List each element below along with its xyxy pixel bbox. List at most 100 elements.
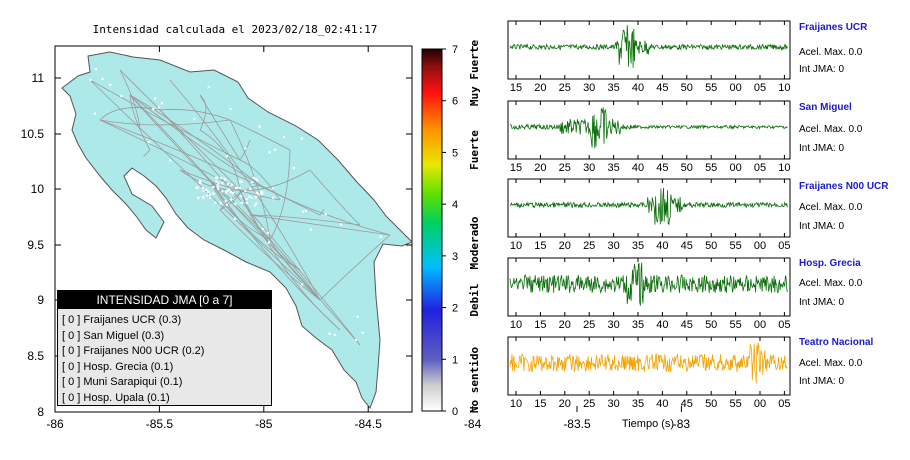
legend-item: [ 0 ] San Miguel (0.3)	[62, 329, 165, 342]
legend-item: [ 0 ] Fraijanes UCR (0.3)	[62, 314, 182, 326]
colorbar-label: Fuerte	[468, 130, 481, 170]
colorbar-label: Moderado	[468, 216, 481, 269]
station-points	[89, 67, 397, 342]
colorbar-tick-label: 0	[452, 406, 458, 418]
waveform-frame	[507, 100, 791, 160]
waveform-tick-label: 50	[705, 240, 717, 252]
waveform-tick-label: 00	[729, 162, 741, 174]
colorbar-ticks: 7 6 5 4 3 2 1 0	[442, 44, 458, 418]
y-tick-label: 8.5	[27, 349, 44, 363]
map-y-ticks: 11 10.5 10 9.5 9 8.5 8	[21, 71, 412, 419]
station-dot	[255, 202, 258, 205]
waveform-tick-label: 05	[754, 162, 766, 174]
station-dot	[224, 191, 228, 194]
waveform-trace	[509, 25, 788, 68]
station-dot	[268, 151, 271, 154]
x-tick-label: -85	[255, 417, 273, 431]
y-tick-label: 9	[37, 293, 44, 307]
waveform-tick-label: 05	[778, 398, 790, 410]
station-dot	[223, 178, 227, 181]
road	[129, 94, 261, 186]
station-dot	[361, 331, 364, 334]
station-dot	[282, 135, 285, 139]
station-name: Teatro Nacional	[799, 337, 874, 348]
station-dot	[224, 200, 227, 203]
x-tick-label: -84.5	[355, 417, 383, 431]
waveform-tick-label: 45	[656, 162, 668, 174]
waveform-tick-label: 25	[559, 82, 571, 94]
station-dot	[324, 212, 327, 216]
road	[229, 119, 271, 241]
station-dot	[240, 195, 243, 198]
waveform-tick-label: 35	[607, 82, 619, 94]
station-dot	[255, 191, 258, 195]
station-dot	[245, 201, 248, 205]
waveform-tick-label: 35	[632, 240, 644, 252]
waveform-tick-label: 20	[534, 82, 546, 94]
road	[269, 149, 291, 241]
waveform-tick-label: 45	[681, 240, 693, 252]
road	[159, 109, 361, 346]
waveform-tick-label: 20	[559, 319, 571, 331]
station-dot	[216, 185, 219, 188]
station-dot	[226, 189, 229, 192]
waveform-tick-label: 10	[510, 319, 522, 331]
road	[99, 119, 321, 216]
road	[249, 214, 391, 236]
road	[99, 119, 231, 126]
station-dot	[356, 315, 359, 318]
station-dot	[212, 185, 215, 189]
station-dot	[94, 67, 97, 71]
colorbar-tick-label: 3	[452, 251, 458, 263]
station-dot	[230, 183, 233, 187]
station-dot	[169, 159, 172, 162]
waveform-trace	[509, 262, 788, 306]
road	[239, 159, 281, 201]
waveform-tick-label: 40	[632, 162, 644, 174]
station-jma: Int JMA: 0	[799, 221, 845, 232]
station-dot	[120, 94, 123, 98]
waveform-tick-label: 55	[729, 240, 741, 252]
road	[209, 179, 321, 301]
waveform-tick-label: 40	[656, 398, 668, 410]
waveform-panels: 15 20 25 30 35 40 45 50 55 00 05 10 15 20 25 30 35 40 45 50…	[507, 20, 791, 410]
station-dot	[220, 176, 223, 180]
x-tick-label: -83.5	[563, 417, 591, 431]
map-title: Intensidad calculada el 2023/02/18_02:41…	[92, 23, 378, 36]
station-dot	[309, 228, 312, 231]
station-dot	[267, 241, 270, 244]
waveform-tick-label: 55	[729, 319, 741, 331]
waveform-tick-label: 05	[778, 319, 790, 331]
station-dot	[238, 186, 241, 190]
station-accel: Acel. Max. 0.0	[799, 47, 863, 58]
station-dot	[225, 154, 229, 158]
station-name: San Miguel	[799, 102, 852, 113]
waveform-tick-label: 00	[754, 240, 766, 252]
colorbar-tick-label: 7	[452, 44, 458, 56]
station-dot	[229, 190, 233, 193]
colorbar-tick-label: 5	[452, 147, 458, 159]
station-accel: Acel. Max. 0.0	[799, 202, 863, 213]
y-tick-label: 9.5	[27, 238, 44, 252]
station-dot	[197, 196, 200, 199]
road	[179, 169, 281, 201]
waveform-trace	[509, 187, 788, 226]
waveform-tick-label: 35	[607, 162, 619, 174]
station-dot	[225, 203, 228, 206]
station-dot	[261, 227, 265, 231]
legend-item: [ 0 ] Muni Sarapiqui (0.1)	[62, 376, 183, 389]
road	[119, 69, 141, 131]
waveform-tick-label: 45	[681, 319, 693, 331]
colorbar-label: No sentido	[468, 347, 481, 414]
colorbar-tick-label: 1	[452, 354, 458, 366]
road	[129, 94, 151, 151]
station-dot	[240, 201, 243, 204]
station-dot	[340, 223, 343, 226]
waveform-tick-label: 15	[534, 319, 546, 331]
station-dot	[304, 209, 308, 212]
station-dot	[214, 201, 217, 204]
x-tick-label: -84	[464, 417, 482, 431]
waveform-tick-label: 05	[778, 240, 790, 252]
station-dot	[257, 193, 260, 196]
